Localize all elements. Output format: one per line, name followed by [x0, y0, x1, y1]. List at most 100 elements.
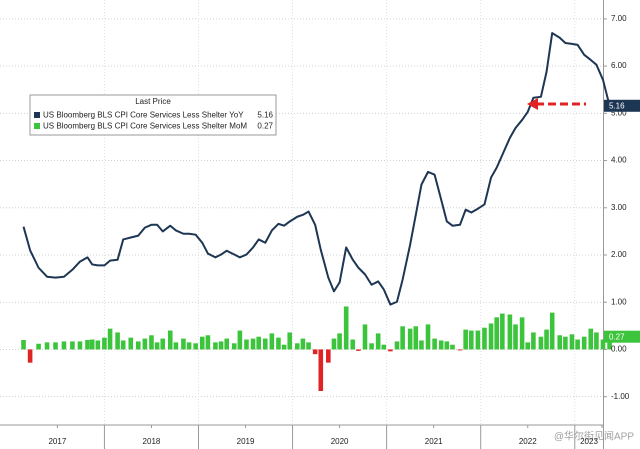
bar — [468, 330, 474, 350]
bar — [432, 338, 437, 350]
bar — [85, 340, 90, 350]
legend-swatch — [34, 112, 40, 118]
bar — [160, 338, 166, 350]
bar — [173, 342, 179, 350]
bar — [186, 342, 192, 350]
line — [22, 32, 611, 306]
bar — [588, 328, 594, 350]
bar — [507, 314, 513, 350]
bar — [77, 341, 83, 350]
bar — [549, 312, 555, 350]
legend-value: 5.16 — [257, 111, 273, 120]
bar — [444, 341, 450, 350]
y-tick-label: -1.00 — [611, 392, 630, 401]
bar — [312, 349, 318, 355]
x-tick-label: 2020 — [331, 437, 349, 446]
y-tick-label: 5.00 — [611, 108, 627, 117]
y-tick-label: 7.00 — [611, 14, 627, 23]
bar — [300, 338, 306, 350]
plot-area — [0, 0, 612, 425]
bar — [557, 335, 563, 350]
y-tick-label: 3.00 — [611, 203, 627, 212]
bar — [262, 338, 268, 350]
bar — [457, 349, 463, 351]
bar — [438, 340, 444, 350]
value-badge-label: 5.16 — [609, 101, 625, 110]
bar — [218, 341, 224, 350]
legend-box — [29, 94, 277, 136]
y-tick-label: 6.00 — [611, 61, 627, 70]
watermark: @华尔街见闻APP — [554, 430, 634, 443]
bar — [27, 349, 33, 363]
bar — [199, 336, 205, 350]
bar — [594, 332, 599, 350]
bar — [306, 342, 311, 350]
bar — [356, 349, 361, 351]
legend-title: Last Price — [135, 97, 171, 106]
bar — [287, 332, 293, 350]
bar — [581, 336, 587, 350]
bar — [95, 340, 101, 350]
legend: Last Price US Bloomberg BLS CPI Core Ser… — [29, 94, 277, 136]
value-badge — [604, 99, 640, 112]
legend-value: 0.27 — [257, 122, 273, 131]
bar — [213, 342, 218, 350]
x-tick-label: 2017 — [48, 437, 66, 446]
y-tick-label: 4.00 — [611, 156, 627, 165]
x-tick-label: 2022 — [519, 437, 537, 446]
bar — [231, 343, 237, 350]
bar — [89, 339, 95, 350]
legend-label: US Bloomberg BLS CPI Core Services Less … — [43, 111, 244, 120]
bar — [494, 317, 499, 350]
bar — [294, 343, 300, 350]
bar — [269, 333, 275, 350]
bar — [350, 339, 356, 350]
bar — [61, 341, 67, 350]
bar — [326, 349, 331, 363]
x-tick-label: 2023 — [580, 437, 598, 446]
bar — [102, 337, 107, 350]
x-tick-label: 2019 — [237, 437, 255, 446]
bar — [369, 343, 374, 350]
bar — [513, 324, 518, 350]
bar — [488, 323, 494, 350]
value-badge — [604, 330, 640, 343]
bar — [519, 317, 525, 350]
bar — [331, 338, 337, 350]
bar — [107, 328, 113, 350]
bar — [425, 324, 431, 350]
bar — [362, 324, 368, 350]
bar — [281, 344, 287, 350]
bar — [450, 344, 455, 350]
bar — [337, 333, 342, 350]
bar — [343, 306, 349, 350]
bar — [607, 336, 612, 350]
bar — [381, 344, 387, 350]
bar — [115, 332, 120, 350]
bar — [544, 329, 549, 350]
legend-label: US Bloomberg BLS CPI Core Services Less … — [43, 122, 247, 131]
bar — [531, 332, 536, 350]
bar — [538, 336, 544, 350]
bar — [250, 338, 256, 350]
bar — [525, 342, 531, 350]
bar — [181, 338, 186, 350]
bar — [413, 326, 419, 350]
bar — [318, 349, 324, 391]
bar — [563, 336, 568, 350]
legend-swatch — [34, 123, 40, 129]
bar — [149, 335, 154, 350]
bar — [600, 339, 606, 350]
x-tick-label: 2018 — [143, 437, 161, 446]
bar — [53, 342, 58, 350]
bar — [193, 343, 198, 350]
bar — [36, 343, 41, 350]
bar — [135, 341, 141, 350]
bar — [475, 330, 481, 350]
bar — [400, 326, 405, 350]
bar — [256, 336, 261, 350]
bar — [128, 337, 134, 350]
bar — [276, 337, 281, 350]
bar — [375, 333, 381, 350]
bar — [569, 334, 575, 350]
